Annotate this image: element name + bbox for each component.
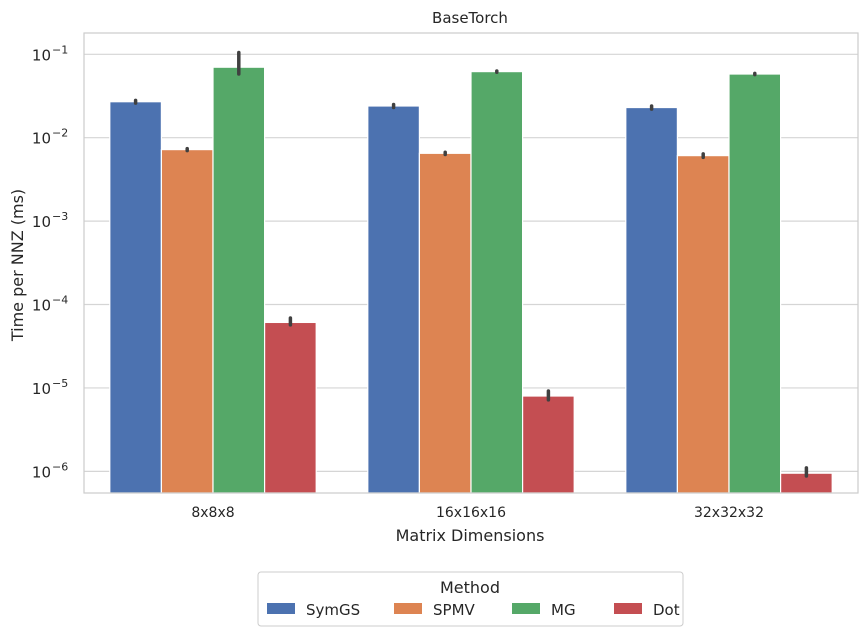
bar-spmv-8x8x8 xyxy=(160,149,214,494)
y-tick-exponent: −4 xyxy=(52,294,68,307)
bar-symgs-32x32x32 xyxy=(625,106,678,494)
bar-dot-8x8x8 xyxy=(264,321,317,494)
y-tick-label: 10 xyxy=(32,130,51,148)
bars xyxy=(109,66,833,494)
legend-box xyxy=(257,571,684,627)
bar-mg-32x32x32 xyxy=(728,73,782,494)
bar-mg-16x16x16 xyxy=(470,71,524,494)
legend-label-spmv: SPMV xyxy=(433,601,476,619)
legend: Method SymGS SPMV MG Dot xyxy=(257,571,684,627)
x-axis-label: Matrix Dimensions xyxy=(396,526,545,545)
x-tick-label: 32x32x32 xyxy=(694,505,764,521)
y-tick-label: 10 xyxy=(32,297,51,315)
legend-items: SymGS SPMV MG Dot xyxy=(267,601,680,619)
y-axis-label: Time per NNZ (ms) xyxy=(8,189,27,342)
legend-swatch-symgs xyxy=(267,603,295,614)
bar-spmv-16x16x16 xyxy=(418,152,472,494)
y-tick-label: 10 xyxy=(32,463,51,481)
axes-frame xyxy=(83,32,859,494)
bar-dot-16x16x16 xyxy=(521,395,575,494)
legend-label-dot: Dot xyxy=(653,601,680,619)
bar-mg-8x8x8 xyxy=(212,66,266,494)
legend-label-mg: MG xyxy=(551,601,576,619)
chart-title: BaseTorch xyxy=(432,9,508,27)
bar-symgs-16x16x16 xyxy=(367,105,420,494)
x-tick-label: 16x16x16 xyxy=(436,505,506,521)
y-tick-label: 10 xyxy=(32,46,51,64)
legend-swatch-dot xyxy=(614,603,642,614)
y-tick-exponent: −1 xyxy=(52,43,68,56)
y-tick-labels: 10−610−510−410−310−210−1 xyxy=(32,43,68,481)
bar-symgs-8x8x8 xyxy=(109,101,163,494)
y-tick-exponent: −5 xyxy=(52,377,68,390)
legend-title: Method xyxy=(440,578,500,597)
y-tick-exponent: −3 xyxy=(52,210,68,223)
bar-spmv-32x32x32 xyxy=(676,155,730,494)
y-tick-label: 10 xyxy=(32,213,51,231)
y-tick-exponent: −2 xyxy=(52,127,68,140)
y-tick-exponent: −6 xyxy=(52,460,68,473)
legend-swatch-mg xyxy=(512,603,540,614)
legend-swatch-spmv xyxy=(394,603,422,614)
x-tick-label: 8x8x8 xyxy=(191,505,234,521)
legend-label-symgs: SymGS xyxy=(306,601,360,619)
error-bars xyxy=(133,50,809,478)
y-tick-label: 10 xyxy=(32,380,51,398)
x-tick-labels: 8x8x8 16x16x16 32x32x32 xyxy=(191,505,764,521)
